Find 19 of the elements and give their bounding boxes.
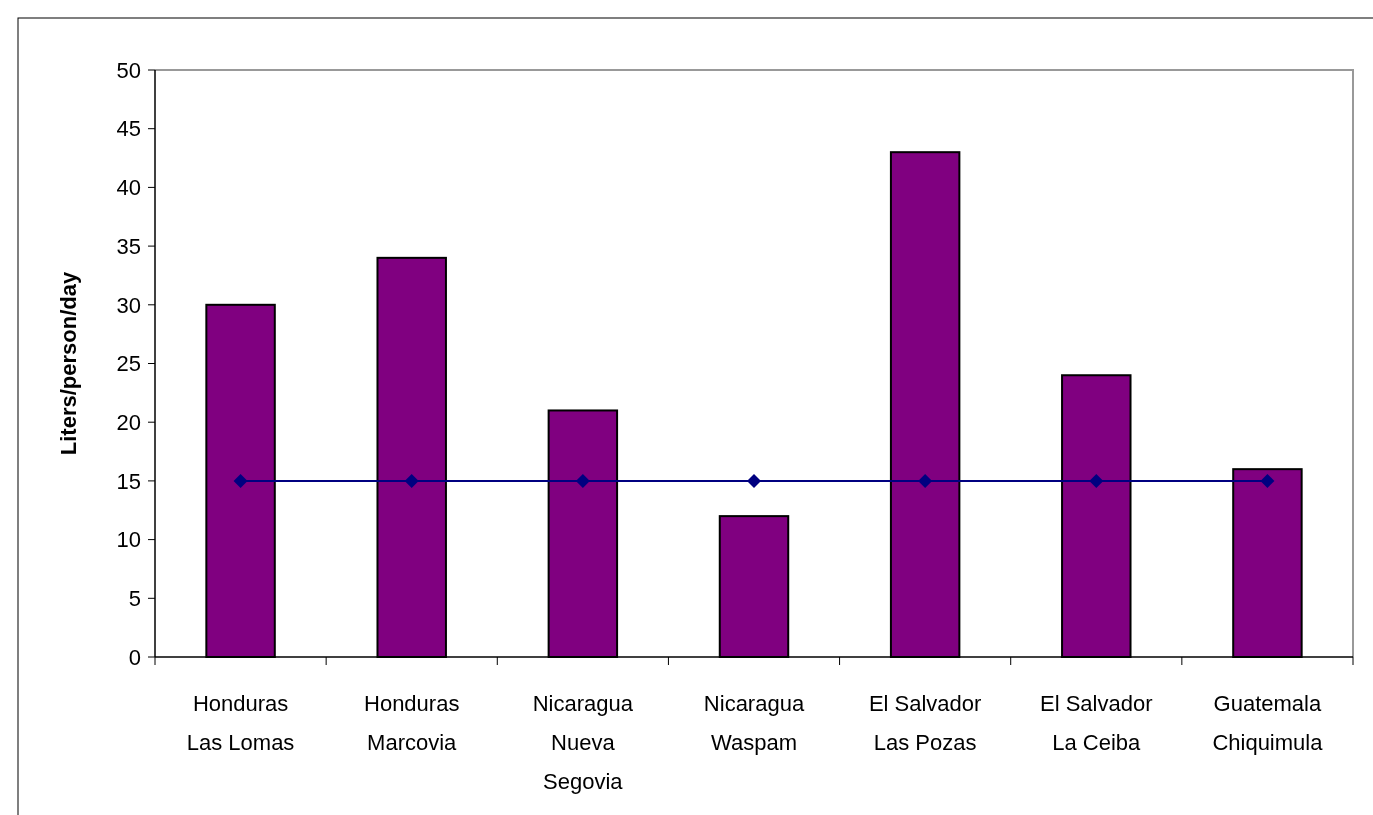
y-tick-label: 10: [116, 527, 141, 553]
y-tick-label: 35: [116, 233, 141, 259]
y-tick-label: 50: [116, 57, 141, 83]
y-tick-label: 45: [116, 116, 141, 142]
y-tick-label: 40: [116, 175, 141, 201]
x-tick-label: Honduras Marcovia: [364, 691, 460, 755]
y-tick-label: 15: [116, 468, 141, 494]
y-tick-label: 5: [128, 586, 141, 611]
y-axis-title: Liters/person/day: [56, 271, 81, 456]
x-tick-label: Honduras Las Lomas: [186, 691, 295, 755]
x-tick-label: Nicaragua Waspam: [703, 691, 805, 755]
x-tick-label: Guatemala Chiquimula: [1212, 691, 1324, 755]
y-tick-label: 0: [128, 644, 141, 670]
x-tick-label: El Salvador La Ceiba: [1040, 691, 1153, 755]
x-tick-label: El Salvador Las Pozas: [868, 691, 982, 755]
y-tick-label: 30: [116, 292, 141, 318]
x-tick-label: Nicaragua Nueva Segovia: [532, 691, 634, 794]
y-tick-label: 20: [116, 409, 141, 435]
y-tick-label: 25: [116, 351, 141, 377]
